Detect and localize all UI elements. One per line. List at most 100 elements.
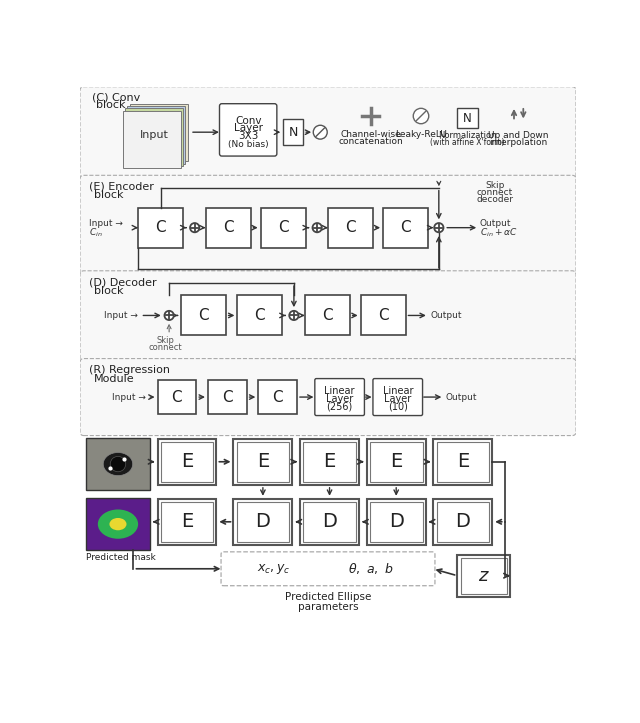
Text: (10): (10) <box>388 401 408 411</box>
Bar <box>157 380 196 414</box>
Bar <box>125 108 183 166</box>
Circle shape <box>434 223 444 232</box>
Bar <box>300 439 359 485</box>
Text: Output: Output <box>446 393 477 401</box>
Bar <box>259 380 297 414</box>
Text: (C) Conv: (C) Conv <box>92 93 140 103</box>
Circle shape <box>164 311 174 320</box>
Text: N: N <box>463 112 472 125</box>
Text: Conv: Conv <box>235 116 261 126</box>
Text: (R) Regression: (R) Regression <box>90 365 170 375</box>
Text: Leaky-ReLU: Leaky-ReLU <box>395 130 447 139</box>
Circle shape <box>110 456 125 472</box>
Text: Up and Down: Up and Down <box>488 131 549 140</box>
Text: $x_c, y_c$: $x_c, y_c$ <box>257 562 291 576</box>
Text: N: N <box>289 126 298 139</box>
Text: C: C <box>156 221 166 235</box>
Text: C: C <box>378 308 388 323</box>
FancyBboxPatch shape <box>80 175 576 275</box>
FancyBboxPatch shape <box>373 379 422 416</box>
Text: E: E <box>181 453 193 471</box>
Bar <box>383 208 428 248</box>
Bar <box>305 296 349 335</box>
Text: (E) Encoder: (E) Encoder <box>90 182 154 192</box>
Text: C: C <box>223 221 234 235</box>
Text: D: D <box>388 513 404 531</box>
Bar <box>436 502 489 542</box>
Text: $C_{in}+\alpha C$: $C_{in}+\alpha C$ <box>480 227 517 239</box>
Bar <box>433 439 492 485</box>
Text: C: C <box>255 308 265 323</box>
Bar <box>303 442 356 482</box>
Text: Input →: Input → <box>90 219 123 228</box>
Text: $\theta,\ a,\ b$: $\theta,\ a,\ b$ <box>348 561 394 576</box>
Bar <box>370 442 422 482</box>
Text: C: C <box>345 221 356 235</box>
Text: Layer: Layer <box>234 124 262 133</box>
Text: C: C <box>400 221 411 235</box>
Bar <box>234 499 292 545</box>
Bar <box>161 442 213 482</box>
Bar <box>234 439 292 485</box>
Text: Module: Module <box>94 374 134 384</box>
Text: 3X3: 3X3 <box>238 131 259 141</box>
Bar <box>237 442 289 482</box>
Text: Predicted Ellipse: Predicted Ellipse <box>285 592 371 602</box>
Bar <box>436 442 489 482</box>
Bar <box>360 296 406 335</box>
Bar <box>205 208 250 248</box>
Circle shape <box>413 108 429 124</box>
Bar <box>433 499 492 545</box>
Circle shape <box>190 223 199 232</box>
Bar <box>208 380 246 414</box>
Bar <box>127 106 186 164</box>
Text: C: C <box>272 390 283 405</box>
Text: C: C <box>198 308 209 323</box>
Text: connect: connect <box>148 343 182 351</box>
Bar <box>458 555 510 597</box>
Text: Layer: Layer <box>326 393 353 403</box>
Text: E: E <box>390 453 403 471</box>
Bar <box>180 296 226 335</box>
FancyBboxPatch shape <box>315 379 364 416</box>
Ellipse shape <box>98 510 138 539</box>
Text: C: C <box>222 390 232 405</box>
Text: Channel-wise: Channel-wise <box>340 130 401 139</box>
Text: (256): (256) <box>326 401 353 411</box>
FancyBboxPatch shape <box>80 87 576 181</box>
Text: (with affine X'form): (with affine X'form) <box>430 137 505 147</box>
Text: C: C <box>278 221 289 235</box>
Text: Layer: Layer <box>384 393 412 403</box>
Text: $z$: $z$ <box>478 567 490 585</box>
Text: D: D <box>456 513 470 531</box>
FancyBboxPatch shape <box>220 103 277 156</box>
Bar <box>260 208 305 248</box>
Bar <box>237 296 282 335</box>
Text: Output: Output <box>480 219 511 228</box>
Bar <box>367 439 426 485</box>
Text: parameters: parameters <box>298 602 358 612</box>
Text: D: D <box>322 513 337 531</box>
Bar <box>138 208 183 248</box>
Text: Predicted mask: Predicted mask <box>86 554 156 562</box>
Text: block: block <box>94 190 124 200</box>
Text: $C_{in}$: $C_{in}$ <box>90 226 103 239</box>
Text: connect: connect <box>477 188 513 197</box>
Text: (D) Decoder: (D) Decoder <box>90 278 157 287</box>
Bar <box>129 103 188 161</box>
Bar <box>300 499 359 545</box>
Bar <box>157 439 216 485</box>
Text: E: E <box>457 453 469 471</box>
FancyBboxPatch shape <box>80 359 576 435</box>
Bar <box>157 499 216 545</box>
Text: C: C <box>322 308 333 323</box>
Ellipse shape <box>103 453 132 476</box>
Bar <box>86 498 150 550</box>
Text: (No bias): (No bias) <box>228 140 269 149</box>
Bar <box>303 502 356 542</box>
Text: Skip: Skip <box>485 181 504 190</box>
Text: Output: Output <box>430 311 462 320</box>
Text: Input →: Input → <box>112 393 146 401</box>
Ellipse shape <box>109 518 127 530</box>
Bar <box>328 208 373 248</box>
